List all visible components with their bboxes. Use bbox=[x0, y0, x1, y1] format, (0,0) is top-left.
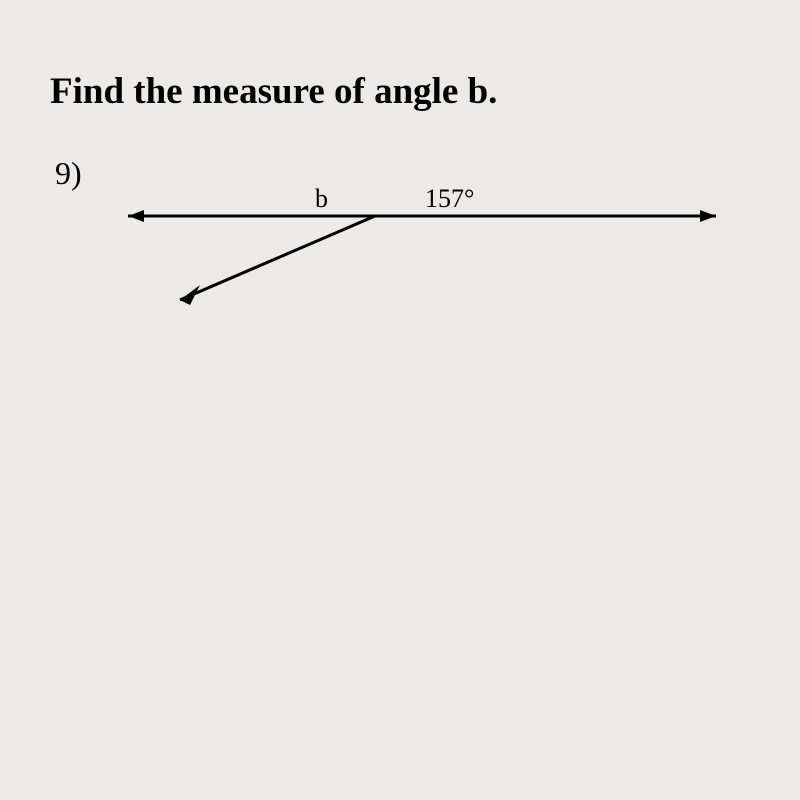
page: Find the measure of angle b. 9) b 157° bbox=[0, 0, 800, 800]
angle-b-label: b bbox=[315, 184, 328, 214]
angle-157-label: 157° bbox=[425, 184, 474, 214]
arrow-right-icon bbox=[700, 210, 716, 222]
problem-number: 9) bbox=[55, 155, 82, 192]
ray-line bbox=[180, 216, 375, 300]
arrow-left-icon bbox=[128, 210, 144, 222]
angle-diagram: b 157° bbox=[120, 160, 740, 360]
question-title: Find the measure of angle b. bbox=[50, 70, 497, 113]
arrow-ray-icon bbox=[180, 285, 200, 305]
